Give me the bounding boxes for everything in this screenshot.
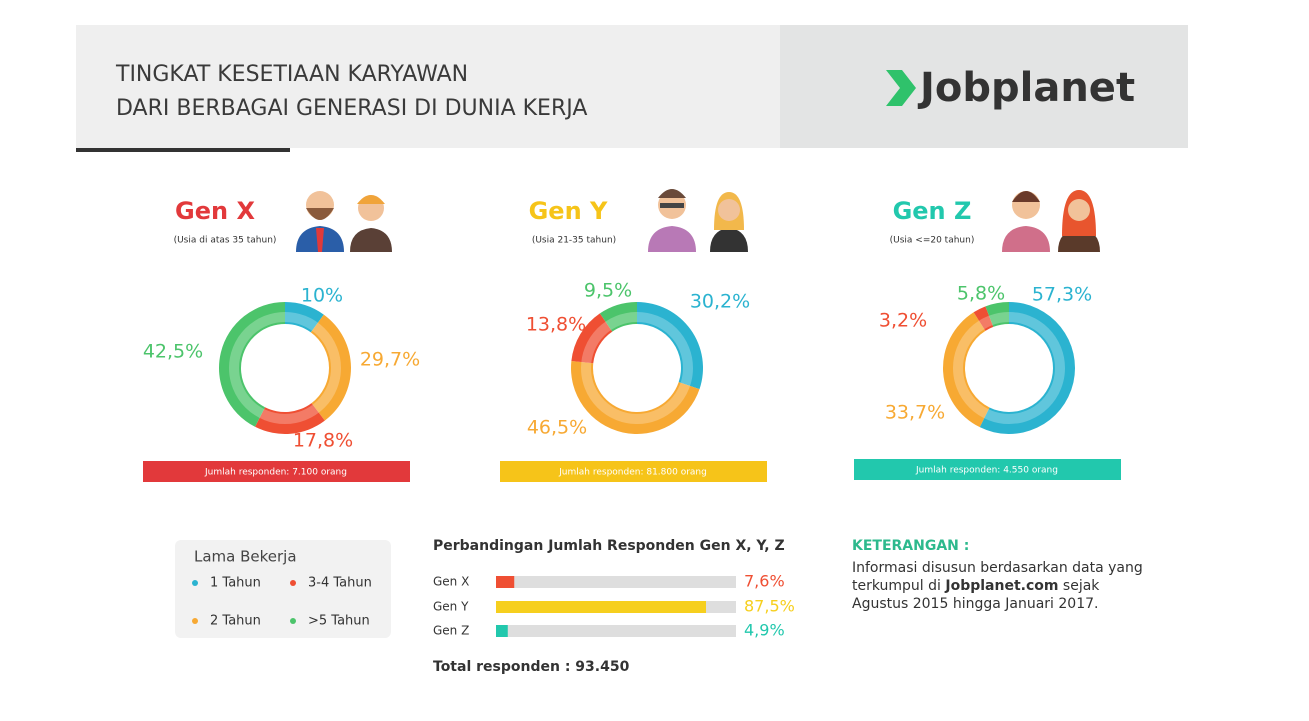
notes-link: Jobplanet.com <box>944 578 1058 594</box>
value-label: 42,5% <box>143 341 203 363</box>
header-title: TINGKAT KESETIAAN KARYAWAN <box>115 62 468 87</box>
header-underline <box>76 148 290 152</box>
chart-subtitle: (Usia <=20 tahun) <box>890 236 975 246</box>
donut-segment <box>255 403 325 434</box>
value-label: 30,2% <box>690 291 750 313</box>
value-label: 57,3% <box>1032 284 1092 306</box>
donut-segment <box>979 302 1075 434</box>
notes-text: terkumpul di Jobplanet.com sejak <box>852 578 1100 594</box>
donut-inner-shade <box>581 312 693 424</box>
value-label: 9,5% <box>584 280 632 302</box>
value-label: 7,6% <box>744 572 785 591</box>
value-label: 33,7% <box>885 402 945 424</box>
legend-label: >5 Tahun <box>308 614 370 629</box>
notes-text: sejak <box>1063 578 1100 594</box>
chart-title: Gen Y <box>529 197 608 225</box>
footer-bar <box>143 461 410 482</box>
value-label: 46,5% <box>527 417 587 439</box>
donut-inner-shade <box>953 312 1065 424</box>
footer-text: Jumlah responden: 4.550 orang <box>915 466 1058 476</box>
chart-title: Perbandingan Jumlah Responden Gen X, Y, … <box>433 538 785 554</box>
donut-segment <box>637 302 704 390</box>
footer-bar <box>854 459 1121 480</box>
header-bg <box>76 25 780 148</box>
brand-logo <box>886 70 916 106</box>
chart-subtitle: (Usia 21-35 tahun) <box>532 236 616 246</box>
bar <box>496 625 508 637</box>
legend-box <box>175 540 391 638</box>
legend-marker <box>192 618 198 624</box>
donut-inner-shade <box>229 312 341 424</box>
category-label: Gen X <box>433 575 469 589</box>
bar <box>496 601 706 613</box>
notes-title: KETERANGAN : <box>852 538 969 554</box>
footer-text: Jumlah responden: 81.800 orang <box>558 468 707 478</box>
chart-title: Gen X <box>175 197 255 225</box>
donut-segment <box>285 302 324 333</box>
legend-marker <box>290 618 296 624</box>
icon-gen-y <box>648 189 748 252</box>
value-label: 13,8% <box>526 314 586 336</box>
chart-subtitle: (Usia di atas 35 tahun) <box>174 236 277 246</box>
notes-text: terkumpul di <box>852 578 941 594</box>
legend-label: 2 Tahun <box>210 614 261 629</box>
donut-segment <box>973 306 994 331</box>
brand-name: Jobplanet <box>917 65 1135 111</box>
footer-bar <box>500 461 767 482</box>
notes-text: Informasi disusun berdasarkan data yang <box>852 560 1143 576</box>
value-label: 17,8% <box>293 430 353 452</box>
category-label: Gen Y <box>433 600 469 614</box>
donut-segment <box>218 302 285 427</box>
value-label: 87,5% <box>744 597 795 616</box>
icon-gen-x <box>296 191 392 252</box>
header-title: DARI BERBAGAI GENERASI DI DUNIA KERJA <box>116 96 587 121</box>
legend-marker <box>290 580 296 586</box>
value-label: 5,8% <box>957 283 1005 305</box>
bar <box>496 576 515 588</box>
icon-gen-z <box>1002 190 1100 252</box>
donut-segment <box>599 302 637 332</box>
donut-segment <box>310 314 351 421</box>
footer-text: Total responden : 93.450 <box>433 659 630 675</box>
value-label: 10% <box>301 285 343 307</box>
donut-segment <box>943 312 990 428</box>
chart-title: Gen Z <box>893 197 972 225</box>
legend-title: Lama Bekerja <box>194 548 297 566</box>
legend-label: 1 Tahun <box>210 576 261 591</box>
notes-text: Agustus 2015 hingga Januari 2017. <box>852 596 1098 612</box>
donut-segment <box>985 302 1009 327</box>
brand-bg <box>780 25 1188 148</box>
value-label: 3,2% <box>879 310 927 332</box>
value-label: 29,7% <box>360 349 420 371</box>
bar-track <box>496 576 736 588</box>
category-label: Gen Z <box>433 624 469 638</box>
donut-segment <box>571 360 700 434</box>
donut-segment <box>571 313 613 364</box>
footer-text: Jumlah responden: 7.100 orang <box>204 468 347 478</box>
value-label: 4,9% <box>744 621 785 640</box>
legend-label: 3-4 Tahun <box>308 576 372 591</box>
legend-marker <box>192 580 198 586</box>
bar-track <box>496 625 736 637</box>
